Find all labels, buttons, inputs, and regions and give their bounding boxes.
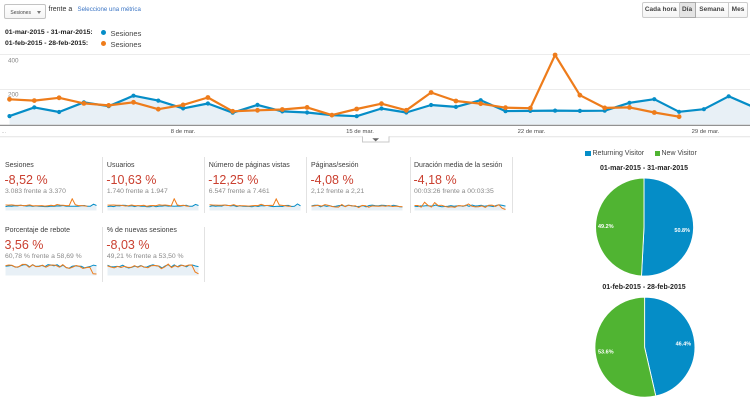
svg-text:29 de mar.: 29 de mar. bbox=[692, 129, 720, 135]
svg-text:53.6%: 53.6% bbox=[598, 350, 614, 356]
svg-text:46.4%: 46.4% bbox=[676, 342, 692, 348]
svg-text:22 de mar.: 22 de mar. bbox=[518, 129, 546, 135]
svg-text:...: ... bbox=[2, 129, 7, 135]
svg-text:49.2%: 49.2% bbox=[598, 224, 614, 230]
svg-text:400: 400 bbox=[8, 58, 19, 65]
svg-text:50.8%: 50.8% bbox=[674, 228, 690, 234]
svg-text:8 de mar.: 8 de mar. bbox=[171, 129, 196, 135]
svg-text:15 de mar.: 15 de mar. bbox=[346, 129, 374, 135]
svg-text:200: 200 bbox=[8, 92, 19, 99]
